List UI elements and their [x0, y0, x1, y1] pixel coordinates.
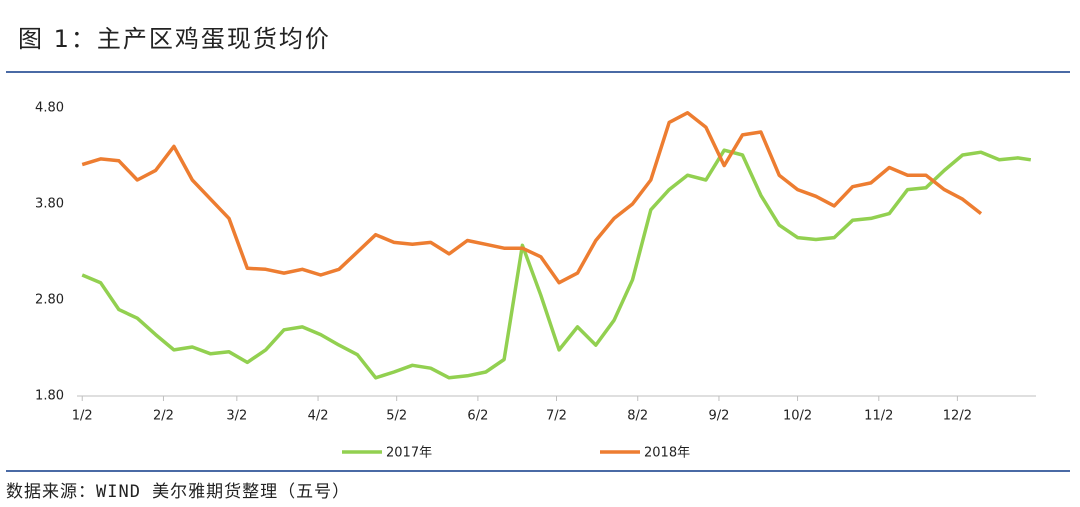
- y-tick-label: 1.80: [35, 389, 64, 404]
- series-line: [81, 111, 983, 285]
- legend-label: 2018年: [644, 446, 690, 461]
- x-tick-label: 3/2: [226, 409, 247, 424]
- x-tick-label: 10/2: [783, 409, 812, 424]
- y-tick-label: 4.80: [35, 101, 64, 116]
- x-tick-label: 7/2: [546, 409, 567, 424]
- source-note: 数据来源：WIND 美尔雅期货整理（五号）: [6, 482, 350, 502]
- x-tick-label: 4/2: [308, 409, 329, 424]
- legend-label: 2017年: [386, 446, 432, 461]
- x-tick-label: 12/2: [943, 409, 972, 424]
- x-tick-label: 9/2: [708, 409, 729, 424]
- x-tick-label: 5/2: [386, 409, 407, 424]
- series-line: [81, 148, 1032, 380]
- x-tick-label: 6/2: [467, 409, 488, 424]
- x-tick-label: 8/2: [627, 409, 648, 424]
- chart-title: 图 1：主产区鸡蛋现货均价: [18, 25, 331, 53]
- y-tick-label: 3.80: [35, 197, 64, 212]
- x-tick-label: 1/2: [72, 409, 93, 424]
- y-tick-label: 2.80: [35, 293, 64, 308]
- x-tick-label: 11/2: [864, 409, 893, 424]
- x-tick-label: 2/2: [153, 409, 174, 424]
